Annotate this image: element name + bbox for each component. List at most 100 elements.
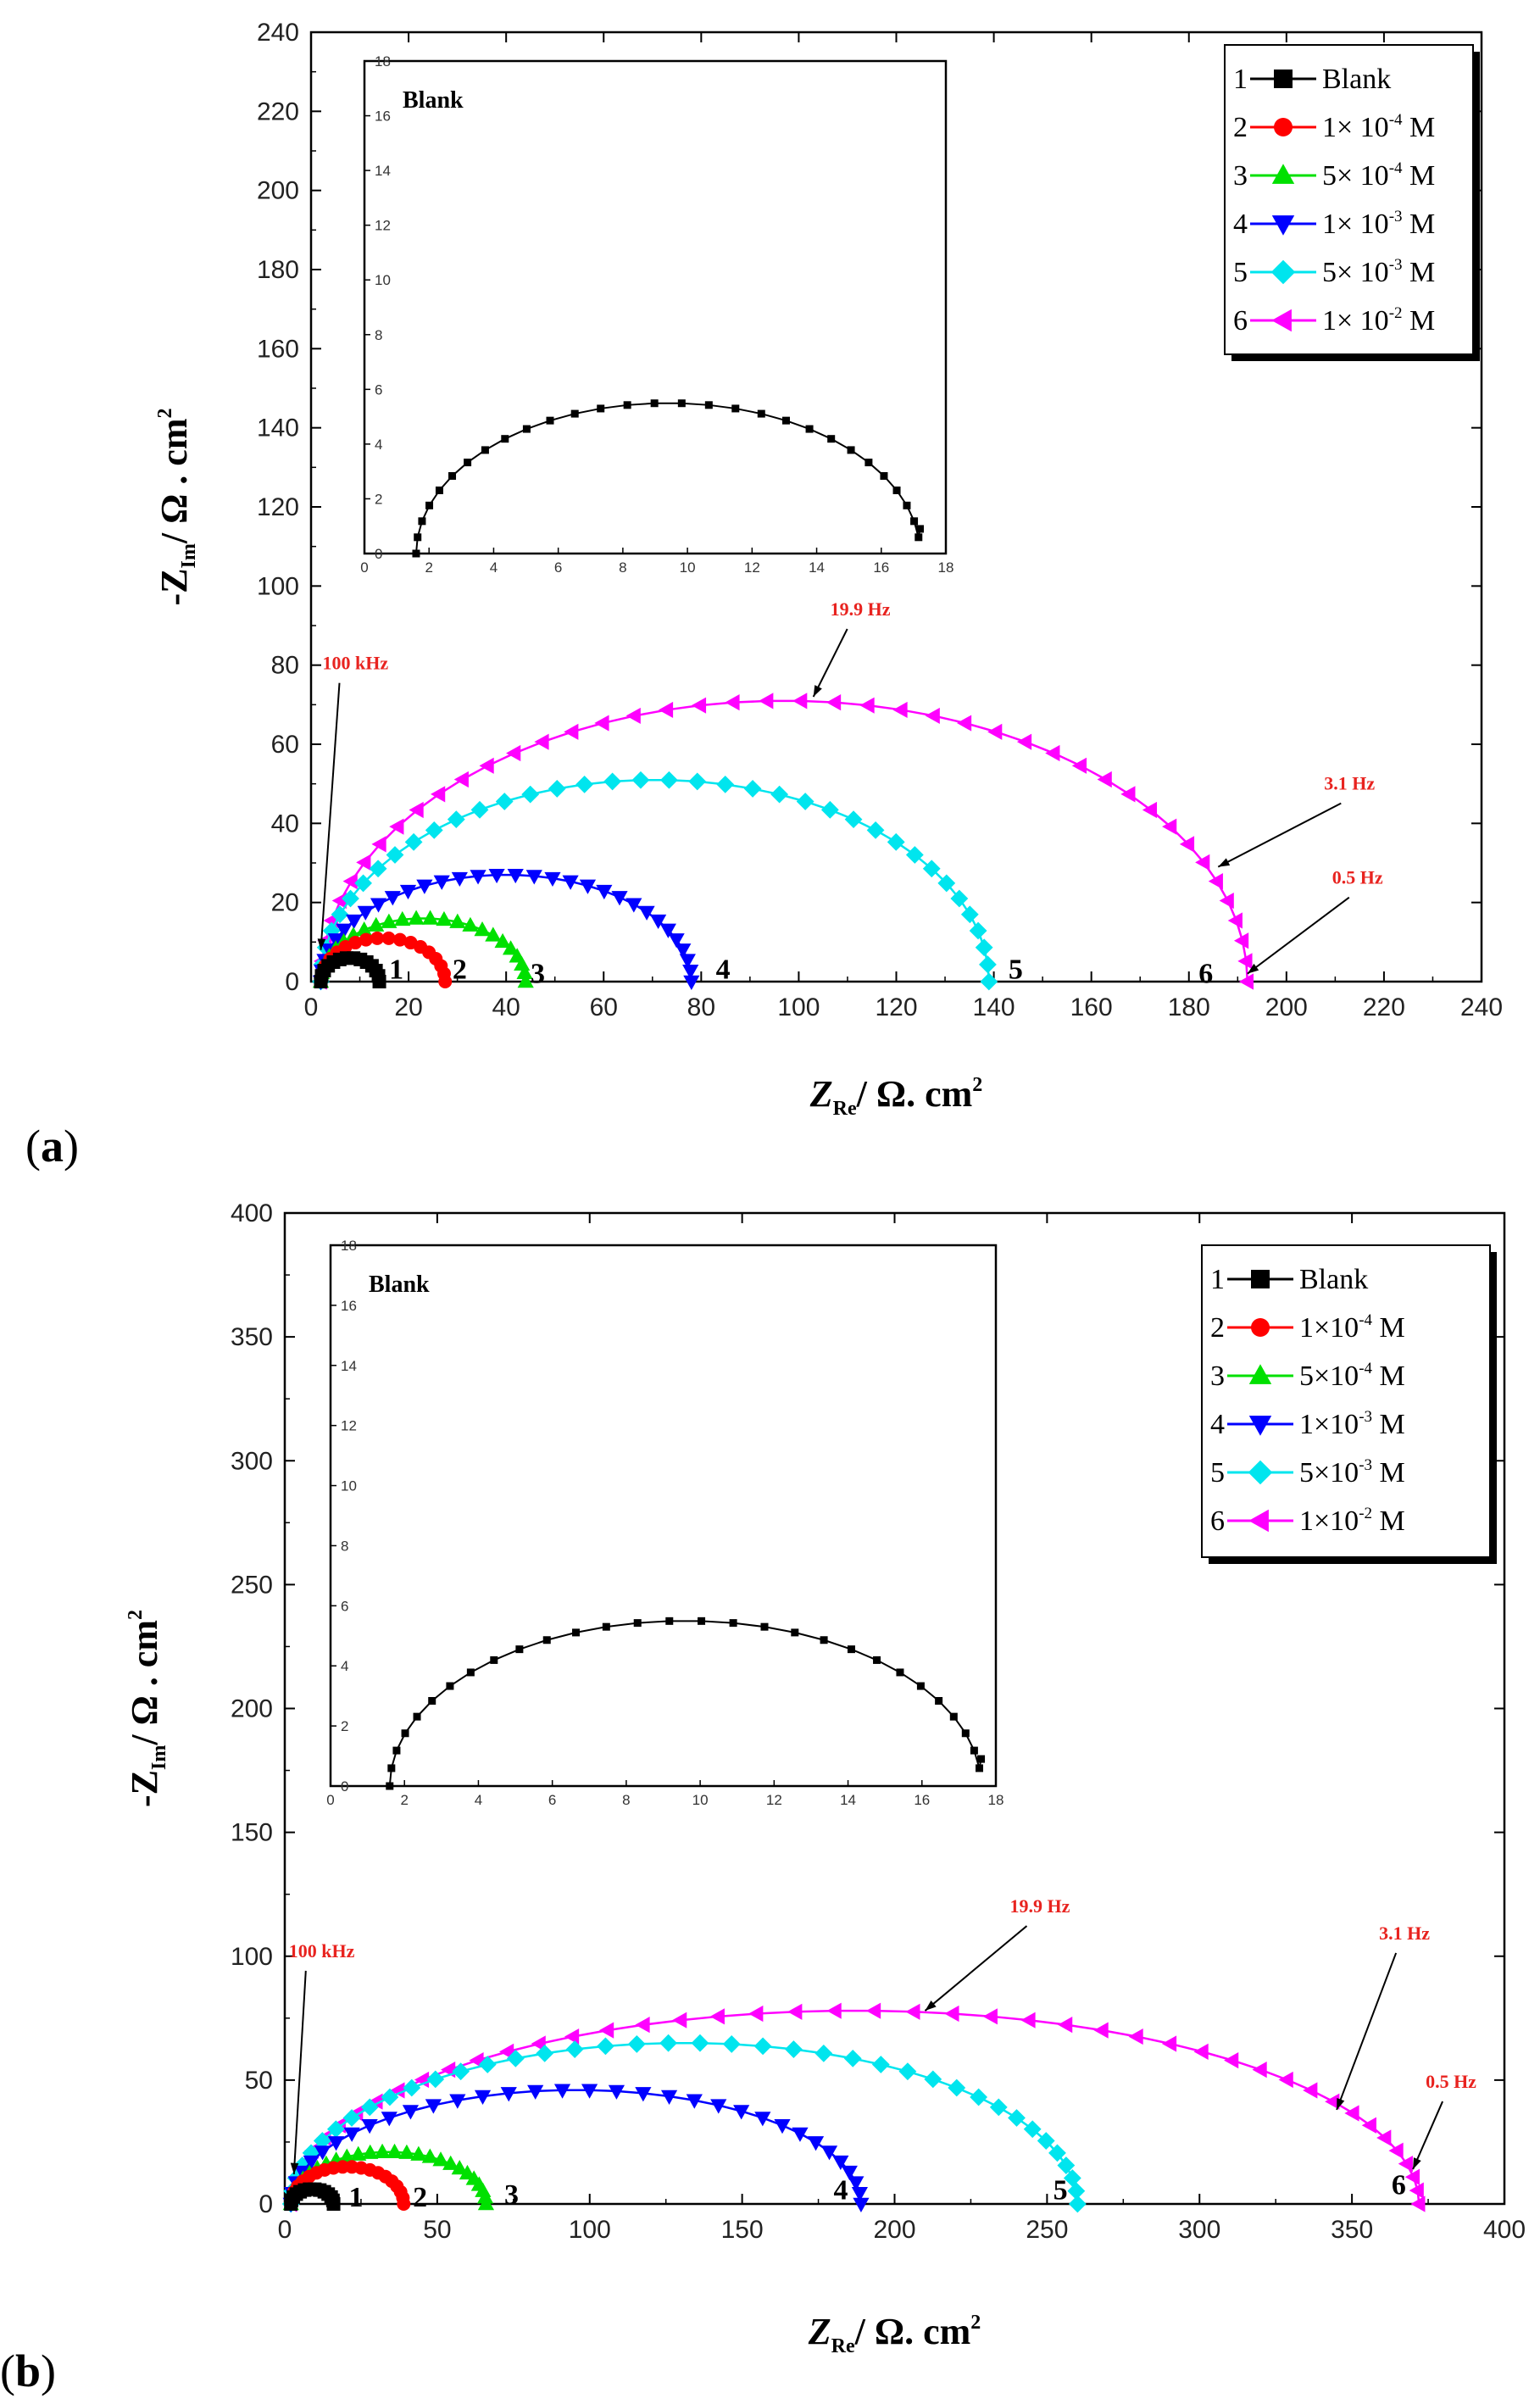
data-point: [479, 757, 494, 774]
data-point: [462, 916, 479, 932]
y-tick-label: 200: [257, 177, 299, 205]
data-point: [381, 2112, 398, 2127]
data-point: [635, 2017, 650, 2034]
y-tick-label: 400: [231, 1199, 273, 1227]
data-point: [1410, 2195, 1426, 2212]
x-tick-label: 0: [304, 993, 319, 1021]
data-point: [488, 868, 505, 884]
x-tick-label: 240: [1460, 993, 1503, 1021]
data-point: [360, 2098, 379, 2117]
y-axis-title-unit: / Ω . cm: [124, 1620, 165, 1746]
legend-marker: [1248, 1416, 1272, 1436]
series-1: [284, 2182, 341, 2211]
legend-label-unit: M: [1403, 112, 1436, 143]
data-point: [1071, 757, 1087, 774]
y-axis-title-pow: 2: [125, 1610, 147, 1620]
data-point: [521, 785, 540, 804]
data-point: [944, 2005, 959, 2023]
data-point: [362, 2144, 379, 2159]
legend-entry: 3 5× 10-4 M: [1233, 159, 1435, 192]
data-point: [525, 870, 542, 885]
legend-marker: [1251, 1270, 1270, 1288]
legend-label-exp: -4: [1359, 1311, 1372, 1329]
y-axis-title-unit: / Ω . cm: [153, 419, 195, 545]
inset-data-point: [572, 1628, 581, 1637]
data-point: [516, 964, 533, 980]
data-point: [438, 975, 453, 988]
annotation-arrow: [1247, 896, 1350, 975]
annotation-label: 0.5 Hz: [1426, 2071, 1476, 2092]
data-point: [748, 2005, 764, 2023]
arrow-head: [317, 938, 326, 950]
data-point: [372, 975, 386, 988]
inset-data-point: [847, 1645, 855, 1654]
legend-marker: [1248, 1509, 1269, 1533]
data-point: [668, 933, 685, 949]
data-point: [1388, 2142, 1404, 2159]
inset-data-point: [791, 1628, 799, 1637]
x-tick-label: 400: [1483, 2216, 1526, 2244]
inset-y-tick-label: 14: [375, 163, 391, 179]
data-point: [979, 955, 997, 974]
data-point: [1303, 2082, 1318, 2099]
data-point: [470, 800, 489, 819]
data-point: [625, 898, 642, 913]
arrow-head: [1413, 2157, 1421, 2170]
legend-label: Blank: [1299, 1264, 1368, 1295]
annotation-label: 3.1 Hz: [1324, 773, 1375, 794]
x-tick-label: 150: [721, 2216, 764, 2244]
inset-x-tick-label: 0: [326, 1792, 334, 1808]
data-point: [1224, 2051, 1239, 2069]
data-point: [421, 910, 439, 925]
data-point: [754, 2112, 771, 2127]
legend-entry: 2 1×10-4 M: [1210, 1311, 1405, 1344]
inset-y-tick-label: 6: [341, 1598, 348, 1614]
inset-x-tick-label: 0: [360, 559, 368, 576]
series-line: [289, 2009, 1420, 2205]
legend-label: 1× 10-2 M: [1322, 304, 1435, 337]
inset-y-tick-label: 16: [341, 1298, 357, 1314]
data-point: [759, 693, 774, 710]
data-point: [1142, 801, 1158, 819]
legend-label-unit: M: [1403, 257, 1436, 288]
data-point: [507, 868, 524, 884]
legend-label-unit: M: [1372, 1457, 1405, 1489]
data-point: [403, 2078, 421, 2097]
x-tick-label: 20: [394, 993, 422, 1021]
data-point: [451, 871, 468, 888]
inset-data-point: [490, 1656, 498, 1664]
inset-data-point: [414, 533, 422, 542]
series-6: [312, 693, 1254, 990]
curve-label: 3: [504, 2179, 519, 2211]
data-point: [1161, 2035, 1177, 2052]
data-point: [342, 873, 358, 890]
data-point: [1068, 2195, 1087, 2213]
data-point: [905, 2003, 920, 2020]
inset-x-tick-label: 8: [622, 1792, 630, 1808]
data-point: [474, 921, 491, 937]
inset-data-point: [976, 1764, 984, 1772]
legend-number: 1: [1210, 1264, 1225, 1295]
legend-label: 5×10-4 M: [1299, 1360, 1405, 1392]
data-point: [536, 2044, 554, 2062]
data-point: [506, 2049, 525, 2067]
legend-number: 4: [1210, 1409, 1225, 1440]
inset-y-tick-label: 18: [341, 1238, 357, 1254]
data-point: [784, 2040, 803, 2058]
legend-label-exp: -4: [1389, 159, 1403, 177]
inset-data-point: [413, 1712, 421, 1721]
data-point: [361, 2119, 378, 2134]
legend-label-unit: M: [1403, 209, 1436, 240]
data-point: [792, 693, 808, 710]
curve-label: 4: [716, 954, 731, 986]
inset-data-point: [827, 435, 836, 443]
data-point: [381, 931, 396, 945]
data-point: [733, 2105, 750, 2120]
legend-label: 5× 10-4 M: [1322, 159, 1435, 192]
x-axis-title: ZRe/ Ω. cm2: [808, 2311, 981, 2357]
data-point: [356, 921, 373, 937]
data-point: [691, 2034, 709, 2052]
inset-y-tick-label: 0: [341, 1778, 348, 1795]
data-point: [851, 2187, 869, 2202]
inset-x-tick-label: 6: [554, 559, 562, 576]
